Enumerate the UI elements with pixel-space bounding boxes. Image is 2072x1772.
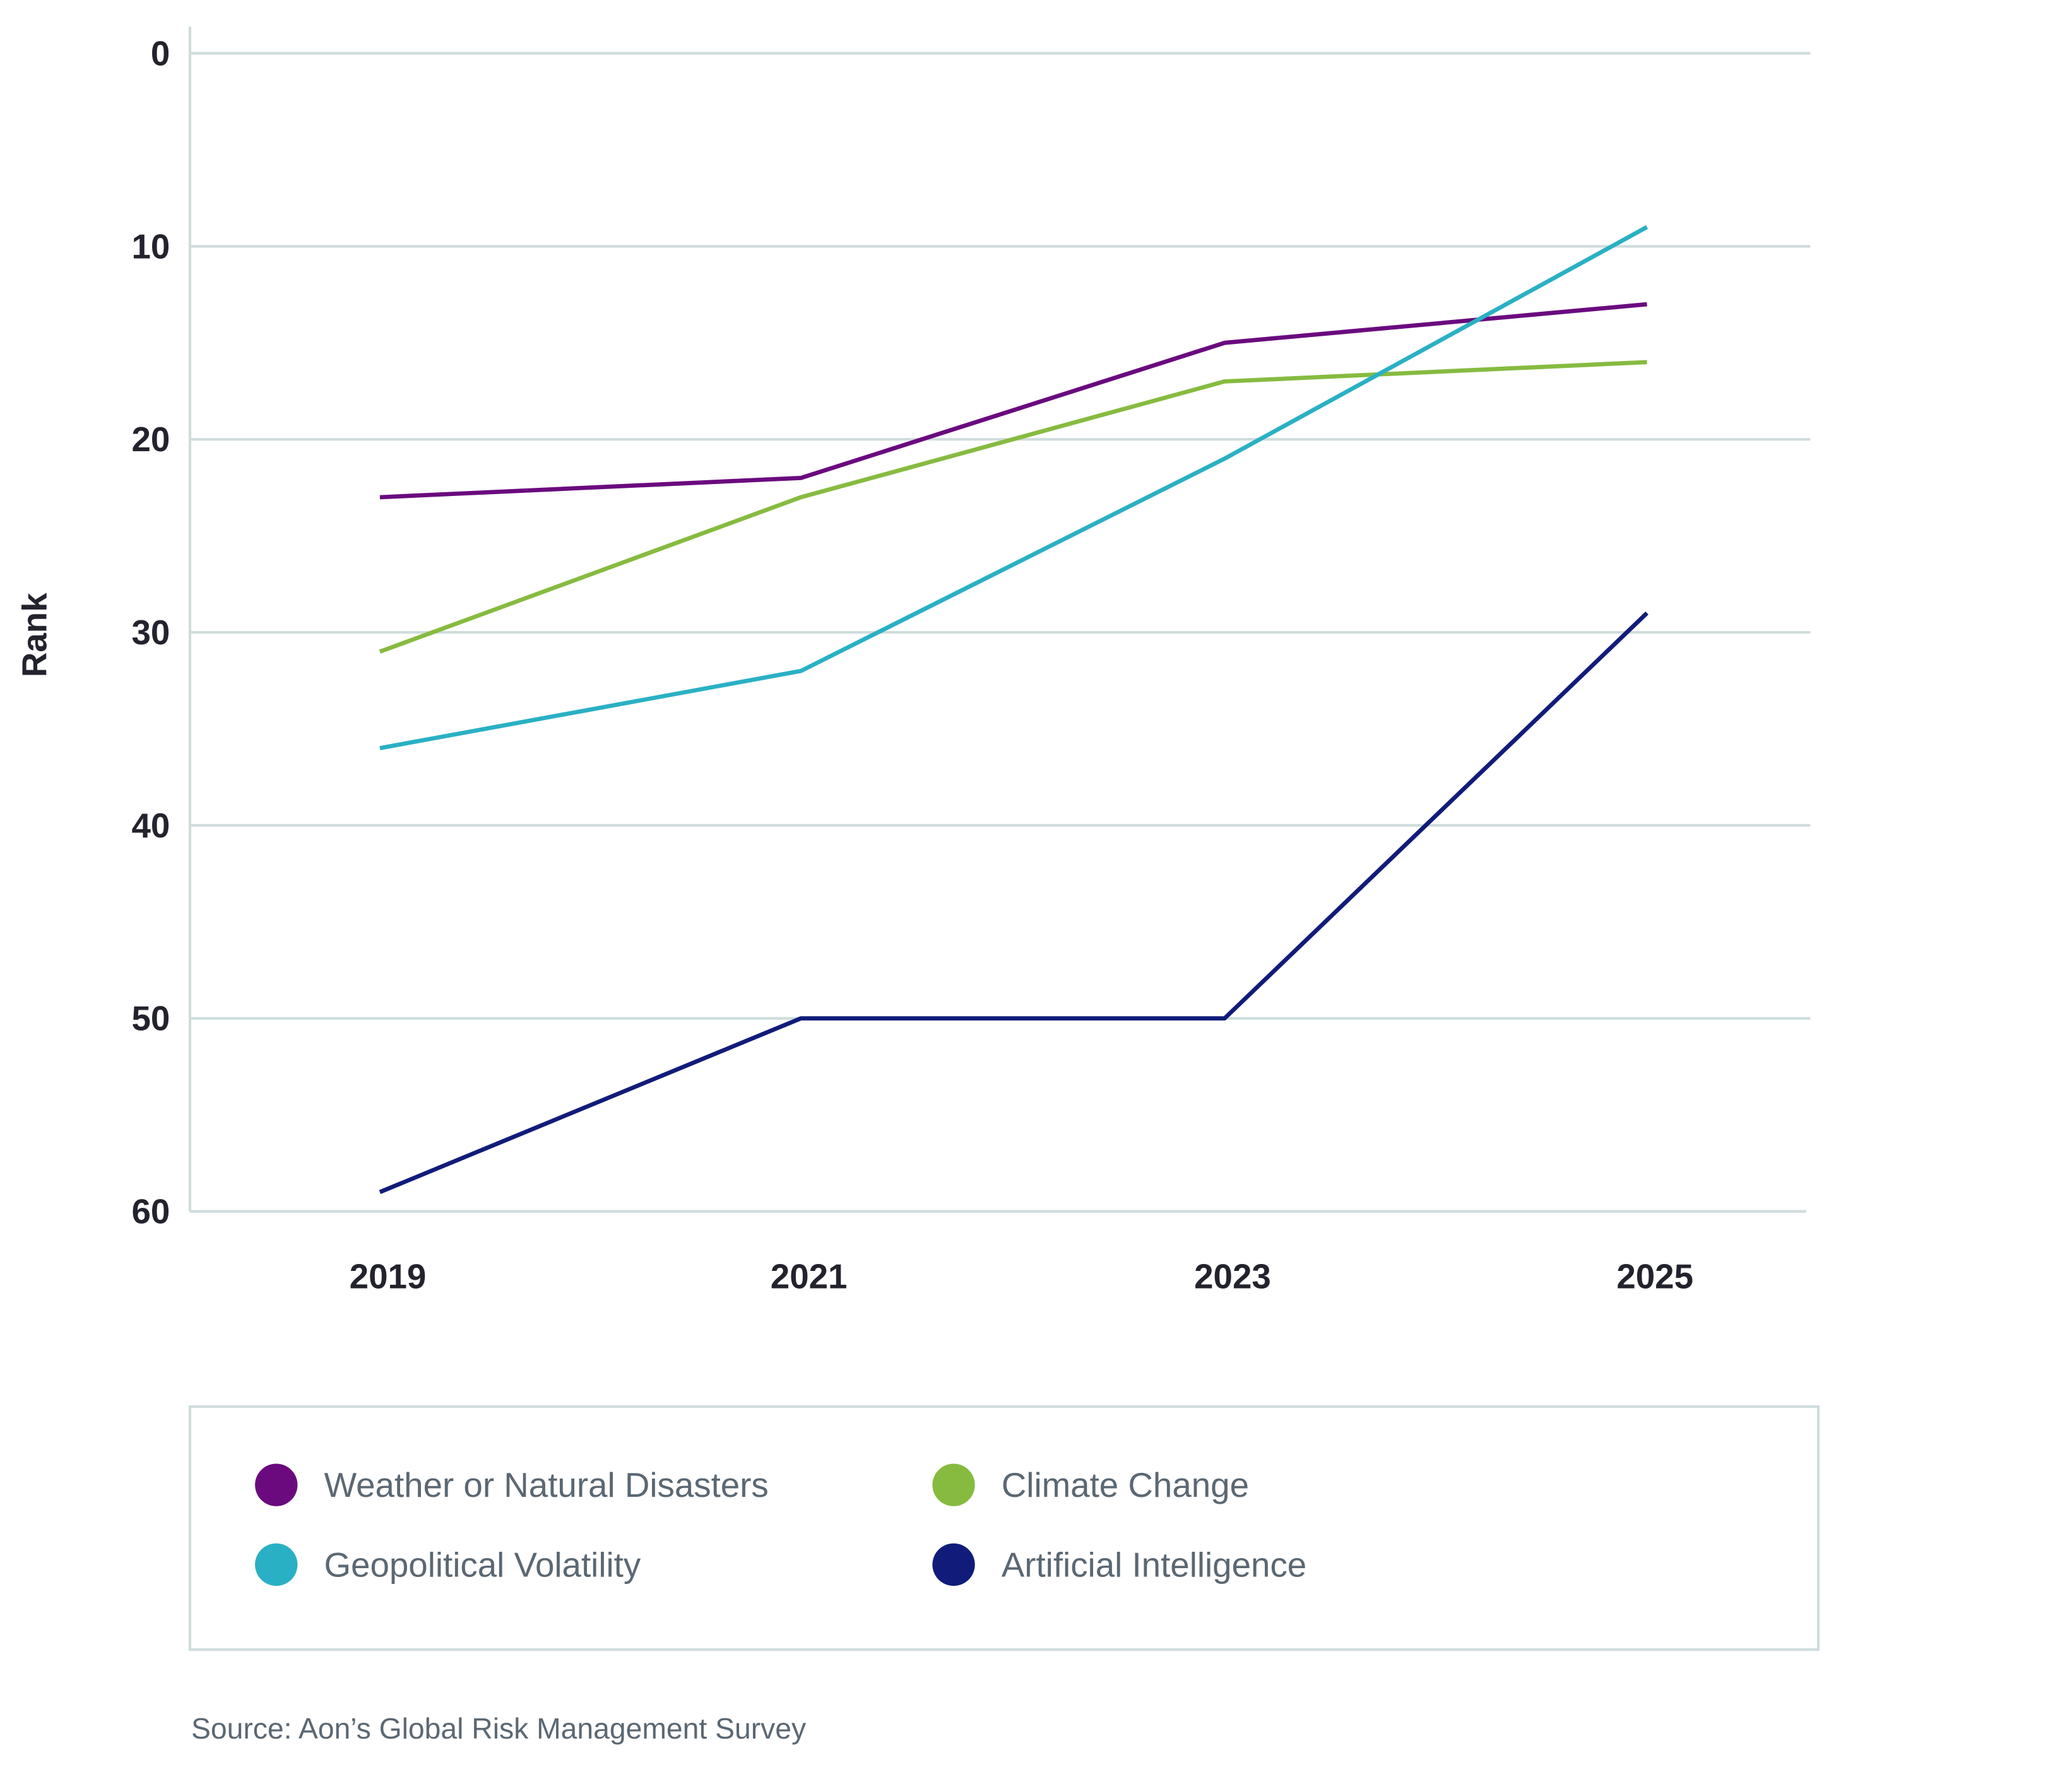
series-line-1 (379, 360, 1647, 654)
y-tick-labels: 0 10 20 30 40 50 60 (132, 33, 170, 1231)
series-lines (379, 225, 1649, 1195)
series-line-3 (379, 611, 1649, 1195)
x-tick-label: 2023 (1194, 1257, 1271, 1296)
legend: Weather or Natural Disasters Climate Chan… (255, 1463, 1306, 1586)
y-axis-label: Rank (15, 593, 54, 677)
x-tick-labels: 2019 2021 2023 2025 (350, 1257, 1693, 1296)
y-tick-label: 20 (132, 420, 170, 459)
legend-label: Geopolitical Volatility (324, 1545, 641, 1584)
x-tick-label: 2021 (771, 1257, 848, 1296)
series-line-2 (379, 225, 1649, 750)
legend-box (188, 1405, 1820, 1651)
y-tick-label: 40 (132, 806, 170, 845)
legend-label: Weather or Natural Disasters (324, 1465, 768, 1504)
legend-label: Artificial Intelligence (1002, 1545, 1306, 1584)
y-tick-label: 60 (132, 1192, 170, 1231)
legend-marker (932, 1543, 975, 1586)
y-tick-label: 0 (151, 33, 170, 73)
gridlines (189, 52, 1811, 1213)
y-tick-label: 50 (132, 999, 170, 1038)
x-tick-label: 2019 (350, 1257, 427, 1296)
legend-marker (255, 1543, 298, 1586)
legend-marker (255, 1463, 298, 1506)
x-tick-label: 2025 (1616, 1257, 1693, 1296)
legend-label: Climate Change (1002, 1465, 1249, 1504)
y-tick-label: 10 (132, 227, 170, 266)
source-note: Source: Aon’s Global Risk Management Sur… (191, 1712, 807, 1745)
series-line-0 (379, 302, 1647, 500)
y-tick-label: 30 (132, 613, 170, 652)
legend-marker (932, 1463, 975, 1506)
